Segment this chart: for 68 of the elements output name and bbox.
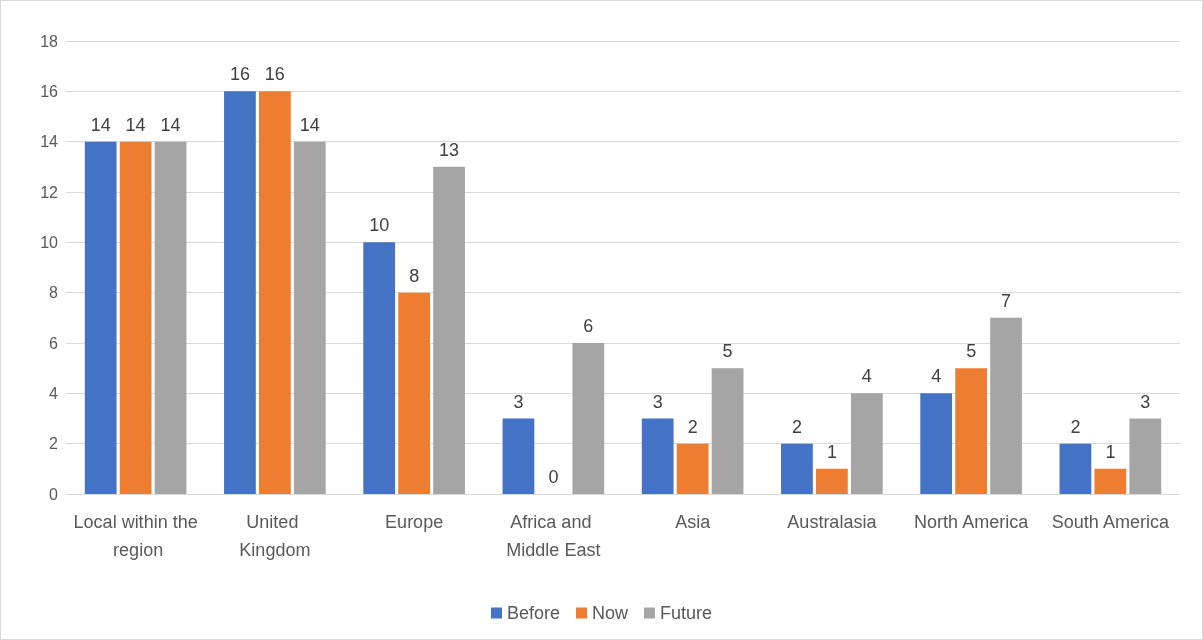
x-tick-label: Africa and Middle East bbox=[506, 512, 601, 560]
bar bbox=[1059, 443, 1092, 494]
bar bbox=[815, 468, 848, 494]
data-label: 4 bbox=[861, 366, 872, 387]
bar bbox=[433, 166, 465, 494]
bar bbox=[850, 393, 883, 494]
data-label: 5 bbox=[966, 341, 977, 362]
y-tick-label: 0 bbox=[49, 485, 59, 503]
data-label: 1 bbox=[826, 441, 837, 462]
data-label: 4 bbox=[931, 366, 942, 387]
data-label: 2 bbox=[687, 416, 698, 437]
data-label: 14 bbox=[160, 114, 181, 135]
y-tick-label: 6 bbox=[49, 334, 59, 352]
bar bbox=[293, 141, 326, 494]
data-label: 7 bbox=[1001, 290, 1012, 311]
legend-label: Before bbox=[506, 603, 561, 623]
bar bbox=[154, 141, 187, 494]
data-label: 2 bbox=[791, 416, 802, 437]
bar bbox=[781, 443, 813, 494]
bar bbox=[1129, 418, 1162, 494]
y-tick-label: 12 bbox=[40, 183, 59, 201]
x-tick-label: Europe bbox=[385, 512, 444, 532]
data-label: 0 bbox=[548, 467, 559, 487]
x-tick-label: Asia bbox=[675, 512, 712, 532]
x-tick-label: North America bbox=[914, 512, 1030, 532]
data-label: 16 bbox=[264, 64, 285, 85]
bar bbox=[641, 418, 674, 494]
bar bbox=[398, 292, 431, 494]
bar bbox=[502, 418, 535, 494]
y-tick-label: 2 bbox=[49, 435, 59, 453]
x-tick-label: United Kingdom bbox=[239, 512, 311, 560]
bar bbox=[224, 91, 256, 494]
y-tick-label: 8 bbox=[49, 284, 59, 302]
bar bbox=[572, 343, 605, 494]
bar bbox=[955, 368, 988, 494]
x-tick-label: Australasia bbox=[787, 512, 878, 532]
y-tick-label: 16 bbox=[40, 82, 59, 100]
y-tick-label: 10 bbox=[40, 233, 59, 251]
bar bbox=[676, 443, 709, 494]
data-label: 3 bbox=[513, 391, 524, 412]
bar bbox=[1094, 468, 1127, 494]
data-label: 2 bbox=[1070, 416, 1081, 437]
data-label: 10 bbox=[369, 215, 390, 236]
data-label: 13 bbox=[439, 139, 460, 160]
y-tick-label: 18 bbox=[40, 32, 59, 50]
bar bbox=[84, 141, 117, 494]
legend-label: Future bbox=[660, 603, 713, 623]
data-label: 14 bbox=[299, 114, 320, 135]
bar bbox=[258, 91, 291, 494]
data-label: 3 bbox=[1140, 391, 1151, 412]
data-label: 14 bbox=[125, 114, 146, 135]
data-label: 5 bbox=[722, 341, 733, 362]
x-tick-label: Local within the region bbox=[73, 512, 198, 560]
data-label: 3 bbox=[652, 391, 663, 412]
data-label: 1 bbox=[1105, 441, 1116, 462]
bar bbox=[920, 393, 953, 494]
bar bbox=[990, 317, 1022, 494]
x-tick-label: South America bbox=[1051, 512, 1170, 532]
bar bbox=[711, 368, 744, 494]
data-label: 16 bbox=[229, 64, 250, 85]
y-tick-label: 14 bbox=[40, 133, 59, 151]
legend-label: Now bbox=[592, 603, 630, 623]
data-label: 6 bbox=[583, 316, 594, 336]
data-label: 8 bbox=[409, 265, 420, 286]
data-label: 14 bbox=[90, 114, 111, 135]
bar bbox=[119, 141, 152, 494]
y-tick-label: 4 bbox=[49, 384, 59, 402]
bar bbox=[363, 242, 396, 494]
